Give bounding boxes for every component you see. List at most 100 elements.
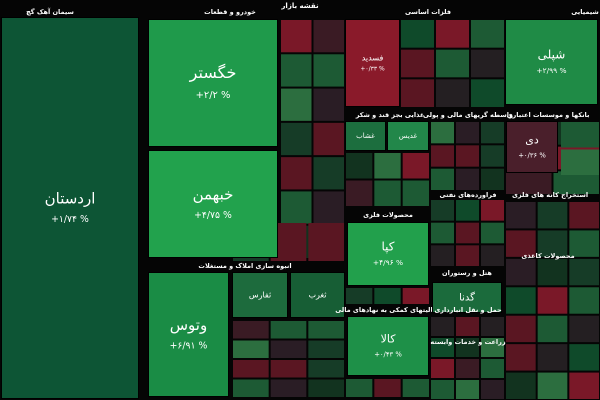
filler-tile bbox=[431, 338, 454, 357]
sector-title: فعالیتهای کمکی به نهادهای مالی bbox=[335, 306, 441, 314]
filler-tile bbox=[374, 180, 401, 206]
filler-tile bbox=[481, 338, 504, 357]
sector-title: بانکها و موسسات اعتباری bbox=[507, 111, 590, 119]
filler-tile bbox=[481, 359, 504, 378]
stock-name: خبهمن bbox=[193, 186, 234, 204]
filler-tile bbox=[456, 359, 479, 378]
filler-tile bbox=[506, 171, 552, 194]
filler-tile bbox=[553, 171, 599, 194]
filler-tile bbox=[537, 287, 568, 314]
sector-title: خودرو و قطعات bbox=[204, 8, 256, 16]
filler-tile bbox=[537, 202, 568, 229]
stock-tile bbox=[148, 19, 278, 147]
filler-tile bbox=[471, 20, 504, 48]
filler-tile bbox=[346, 153, 373, 179]
filler-tile bbox=[537, 258, 568, 286]
filler-tile bbox=[313, 122, 344, 156]
filler-tile bbox=[346, 379, 373, 397]
sector-title: واسطه گریهای مالی و پولی bbox=[423, 111, 513, 119]
stock-change: +۱/۷۴ % bbox=[51, 214, 89, 225]
filler-tile bbox=[281, 191, 312, 224]
sector-title: حمل و نقل انبارداری bbox=[434, 306, 502, 314]
filler-tile bbox=[569, 315, 599, 343]
filler-tile bbox=[436, 49, 469, 78]
filler-tile bbox=[481, 380, 504, 399]
filler-tile bbox=[233, 379, 269, 397]
filler-tile bbox=[431, 245, 454, 266]
sector-title: استخراج کانه های فلزی bbox=[512, 191, 588, 199]
filler-tile bbox=[456, 317, 479, 336]
stock-tile bbox=[232, 272, 288, 318]
filler-tile bbox=[313, 20, 344, 53]
filler-tile bbox=[569, 202, 599, 229]
stock-change: +۲/۹۹ % bbox=[536, 66, 566, 75]
filler-tile bbox=[431, 222, 454, 244]
filler-tile bbox=[506, 344, 536, 371]
stock-name: غشاب bbox=[356, 132, 375, 140]
stock-name: فسدید bbox=[362, 54, 384, 63]
stock-tile bbox=[345, 121, 386, 151]
filler-tile bbox=[308, 360, 344, 378]
stock-tile bbox=[148, 150, 278, 258]
stock-change: +۲/۲ % bbox=[196, 90, 231, 101]
filler-tile bbox=[374, 153, 401, 179]
filler-tile bbox=[456, 168, 479, 190]
stock-tile bbox=[347, 222, 429, 286]
sector-title: شیمیایی bbox=[571, 8, 599, 16]
sector-title: محصولات کاغذی bbox=[521, 252, 574, 260]
filler-tile bbox=[481, 145, 504, 167]
filler-tile bbox=[402, 288, 429, 304]
sector-title: سیمان آهک گچ bbox=[26, 7, 74, 16]
filler-tile bbox=[471, 49, 504, 78]
filler-tile bbox=[506, 287, 536, 314]
stock-name: غدیس bbox=[399, 132, 418, 140]
stock-change: +۰/۳۳ % bbox=[360, 66, 385, 73]
stock-name: کالا bbox=[381, 332, 397, 345]
filler-tile bbox=[561, 122, 599, 148]
filler-tile bbox=[456, 338, 479, 357]
filler-tile bbox=[401, 49, 434, 78]
filler-tile bbox=[569, 230, 599, 257]
stock-name: اردستان bbox=[45, 190, 96, 208]
filler-tile bbox=[346, 180, 373, 206]
stock-tile bbox=[347, 316, 429, 376]
filler-tile bbox=[506, 372, 536, 399]
filler-tile bbox=[537, 315, 568, 343]
filler-tile bbox=[481, 245, 504, 266]
stock-tile bbox=[387, 121, 429, 151]
filler-tile bbox=[374, 288, 401, 304]
stock-name: خگستر bbox=[189, 63, 237, 83]
filler-tile bbox=[233, 340, 269, 358]
filler-tile bbox=[569, 258, 599, 286]
sector-title: انبوه سازی املاک و مستغلات bbox=[198, 262, 291, 270]
sector-title: غذایی بجز قند و شکر bbox=[355, 111, 425, 119]
filler-tile bbox=[537, 372, 568, 399]
filler-tile bbox=[431, 168, 454, 190]
sector-title: فراورده‌های نفتی bbox=[440, 191, 497, 199]
filler-tile bbox=[456, 145, 479, 167]
stock-tile bbox=[432, 282, 502, 313]
stock-change: +۴/۹۶ % bbox=[373, 258, 403, 267]
filler-tile bbox=[402, 153, 429, 179]
stock-name: کپا bbox=[382, 239, 395, 253]
filler-tile bbox=[481, 122, 504, 144]
filler-tile bbox=[537, 230, 568, 257]
filler-tile bbox=[456, 245, 479, 266]
filler-tile bbox=[569, 372, 599, 399]
filler-tile bbox=[481, 222, 504, 244]
filler-tile bbox=[506, 230, 536, 257]
filler-tile bbox=[481, 317, 504, 336]
filler-tile bbox=[431, 145, 454, 167]
filler-tile bbox=[456, 380, 479, 399]
filler-tile bbox=[233, 360, 269, 378]
stock-name: شپلی bbox=[538, 47, 566, 61]
sector-title: زراعت و خدمات وابسته bbox=[430, 338, 505, 346]
filler-tile bbox=[281, 88, 312, 121]
stock-tile bbox=[1, 17, 139, 399]
filler-tile bbox=[308, 321, 344, 339]
filler-tile bbox=[431, 317, 454, 336]
filler-tile bbox=[569, 287, 599, 314]
filler-tile bbox=[456, 200, 479, 221]
map-title: نقشه بازار bbox=[280, 2, 319, 10]
